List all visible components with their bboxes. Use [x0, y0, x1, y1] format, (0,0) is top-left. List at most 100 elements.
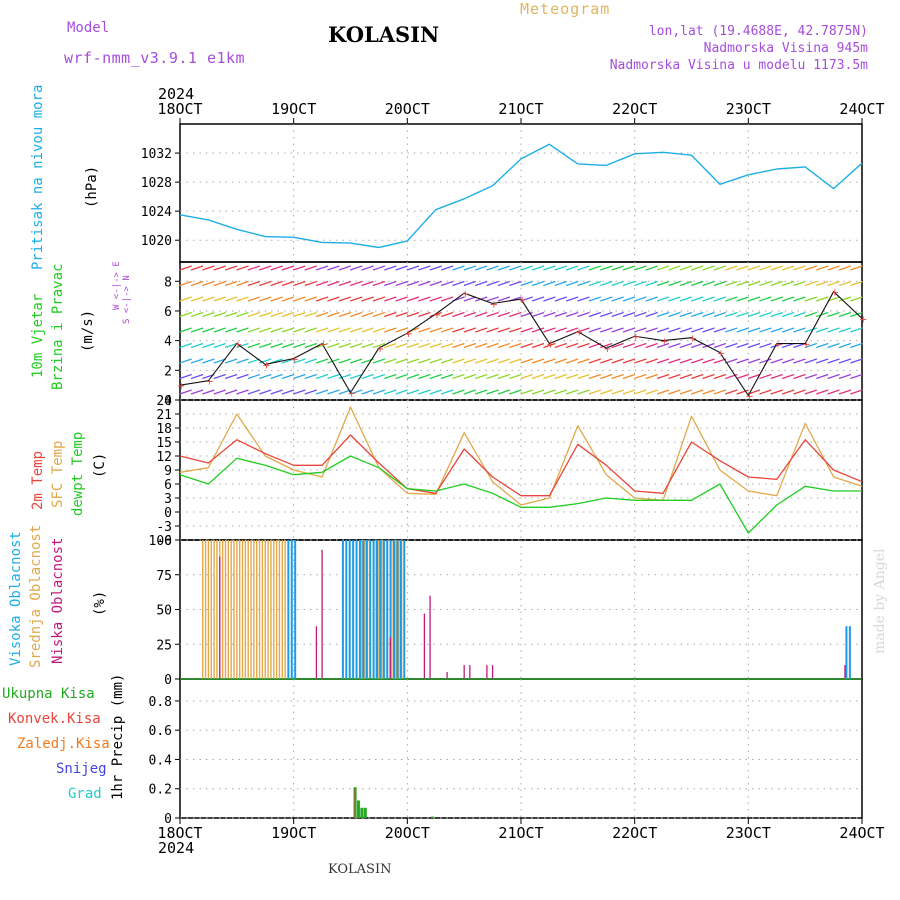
pressure-line — [179, 143, 863, 249]
wind-barb — [395, 373, 408, 380]
wind-barb — [338, 296, 352, 302]
wind-barb — [429, 280, 442, 287]
wind-barb — [463, 311, 477, 318]
x-tick-label-top: 24OCT — [839, 100, 884, 118]
wind-barb — [713, 296, 727, 302]
wind-compass-sn: S <-|-> N — [122, 275, 132, 324]
wind-barb — [236, 265, 249, 271]
wind-barb — [759, 311, 772, 318]
wind-barb — [281, 358, 295, 364]
wind-barb — [315, 296, 329, 302]
wind-barb — [349, 327, 363, 333]
wind-barb — [588, 358, 602, 364]
wind-barb — [486, 265, 499, 271]
wind-barb — [179, 280, 192, 287]
wind-barb — [713, 311, 727, 318]
wind-barb — [668, 342, 681, 349]
wind-barb — [213, 327, 226, 333]
wind-gust-marker: + — [660, 337, 668, 348]
y-tick-label: -6 — [156, 534, 172, 549]
wind-barb — [190, 389, 204, 395]
wind-barb — [486, 389, 499, 395]
wind-barb — [759, 373, 772, 380]
wind-barb — [554, 389, 567, 395]
coordinates: lon,lat (19.4688E, 42.7875N) — [648, 24, 868, 39]
x-tick-label-top: 22OCT — [612, 100, 657, 118]
wind-barb — [816, 280, 829, 287]
wind-barb — [202, 327, 215, 333]
wind-barb — [622, 327, 636, 333]
wind-barb — [543, 373, 556, 380]
wind-barb — [418, 373, 431, 380]
wind-barb — [770, 327, 783, 333]
wind-barb — [679, 280, 693, 287]
wind-gust-marker: + — [461, 289, 469, 300]
wind-barb — [486, 342, 499, 349]
wind-barb — [725, 296, 738, 302]
wind-barb — [179, 327, 192, 333]
wind-barb — [725, 311, 738, 318]
wind-barb — [622, 296, 636, 302]
wind-barb — [520, 265, 533, 271]
wind-barb — [543, 265, 556, 271]
wind-barb — [452, 265, 465, 271]
wind-barb — [497, 373, 511, 380]
wind-barb — [327, 389, 340, 395]
wind-gust-marker: + — [433, 310, 441, 321]
wind-barb — [736, 389, 749, 395]
wind-barb — [463, 342, 477, 349]
wind-barb — [600, 358, 613, 364]
wind-barb — [281, 296, 295, 302]
wind-barb — [531, 342, 545, 349]
wind-barb — [656, 342, 670, 349]
wind-compass-we: W <-|-> E — [112, 261, 122, 310]
y-tick-label: 1028 — [141, 176, 172, 191]
wind-barb — [645, 280, 658, 287]
wind-barb — [554, 327, 567, 333]
wind-barb — [816, 296, 829, 302]
wind-barb — [690, 280, 704, 287]
wind-barb — [804, 280, 818, 287]
wind-barb — [270, 373, 283, 380]
wind-barb — [838, 342, 852, 349]
wind-barb — [577, 373, 590, 380]
wind-barb — [793, 265, 806, 271]
wind-barb — [293, 296, 306, 302]
wind-barb — [577, 389, 590, 395]
wind-barb — [600, 296, 613, 302]
wind-barb — [713, 265, 727, 271]
snow-label: Snijeg — [56, 761, 107, 777]
wind-barb — [384, 389, 397, 395]
wind-barb — [509, 358, 522, 364]
wind-gust-marker: + — [205, 377, 213, 388]
wind-barb — [531, 327, 545, 333]
wind-barb — [781, 296, 795, 302]
wind-barb — [509, 265, 522, 271]
wind-barb — [486, 311, 499, 318]
wind-barb — [565, 389, 579, 395]
wind-barb — [520, 373, 533, 380]
wind-barb — [645, 342, 658, 349]
wind-barb — [793, 296, 806, 302]
wind-barb — [634, 342, 647, 349]
y-tick-label: 0 — [164, 673, 172, 688]
wind-barb — [304, 389, 317, 395]
wind-barb — [315, 358, 329, 364]
wind-barb — [770, 296, 783, 302]
wind-barb — [338, 265, 352, 271]
y-tick-label: 6 — [164, 478, 172, 493]
y-tick-label: 24 — [156, 394, 172, 409]
station-title: KOLASIN — [328, 22, 440, 47]
wind-barb — [236, 389, 249, 395]
sfc-temp-line — [179, 406, 863, 506]
x-tick-label-bottom: 22OCT — [612, 824, 657, 842]
wind-barb — [304, 311, 317, 318]
y-tick-label: 0.4 — [149, 753, 173, 768]
wind-barb — [281, 373, 295, 380]
wind-barb — [781, 327, 795, 333]
wind-barb — [418, 280, 431, 287]
wind-barb — [384, 327, 397, 333]
wind-gust-marker: + — [632, 332, 640, 343]
wind-barb — [440, 265, 454, 271]
wind-barb — [781, 265, 795, 271]
